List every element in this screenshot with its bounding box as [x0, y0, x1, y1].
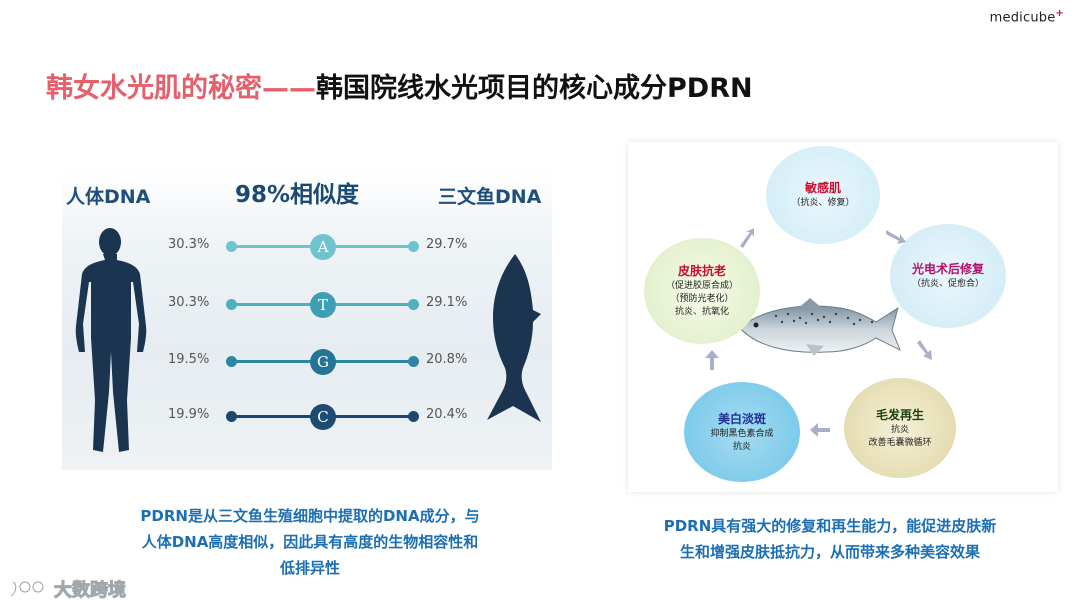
benefit-title: 毛发再生 [875, 407, 924, 422]
benefit-title: 敏感肌 [804, 181, 841, 195]
human-percentage: 19.5% [168, 352, 210, 367]
cycle-arrow-icon [705, 350, 719, 370]
nucleotide-row: 19.5% G 20.8% [168, 349, 468, 375]
page-title: 韩女水光肌的秘密——韩国院线水光项目的核心成分PDRN [46, 66, 753, 105]
brand-logo: medicube+ [989, 8, 1064, 26]
human-percentage: 19.9% [168, 407, 210, 422]
benefit-title: 皮肤抗老 [677, 264, 726, 278]
salmon-dna-label: 三文鱼DNA [438, 186, 542, 208]
human-silhouette-icon [75, 228, 147, 452]
benefit-anti-aging: 皮肤抗老 （促进胶原合成） （预防光老化） 抗炎、抗氧化 [644, 238, 760, 344]
dna-caption: PDRN是从三文鱼生殖细胞中提取的DNA成分，与 人体DNA高度相似，因此具有高… [90, 503, 530, 581]
watermark: 大数跨境 [8, 576, 127, 602]
connector-dot [408, 411, 419, 422]
human-dna-label: 人体DNA [66, 186, 151, 208]
salmon-silhouette-icon [487, 254, 541, 422]
salmon-percentage: 20.4% [426, 407, 468, 422]
benefits-caption-line: 生和增强皮肤抵抗力，从而带来多种美容效果 [679, 543, 980, 561]
benefit-desc: 抑制黑色素合成 [710, 428, 774, 439]
benefits-caption-line: PDRN具有强大的修复和再生能力，能促进皮肤新 [663, 517, 997, 535]
benefits-panel: 敏感肌 （抗炎、修复） 光电术后修复 （抗炎、促愈合） 毛发再生 抗炎 改善毛囊… [628, 142, 1058, 492]
nucleotide-row: 30.3% T 29.1% [168, 292, 468, 318]
title-main: 韩国院线水光项目的核心成分PDRN [316, 73, 753, 104]
benefit-desc: 抗炎 [732, 441, 751, 452]
connector-dot [226, 299, 237, 310]
title-highlight: 韩女水光肌的秘密—— [46, 73, 316, 104]
dna-caption-line: PDRN是从三文鱼生殖细胞中提取的DNA成分，与 [140, 507, 480, 525]
nucleotide-base-badge: C [310, 404, 336, 430]
benefit-whitening: 美白淡斑 抑制黑色素合成 抗炎 [684, 382, 800, 482]
benefit-desc: 改善毛囊微循环 [868, 437, 932, 448]
benefit-title: 光电术后修复 [911, 262, 984, 276]
similarity-label: 98%相似度 [235, 182, 360, 208]
watermark-text: 大数跨境 [54, 580, 127, 602]
dna-caption-line: 人体DNA高度相似，因此具有高度的生物相容性和 [141, 533, 479, 551]
nucleotide-row: 30.3% A 29.7% [168, 234, 468, 260]
connector-dot [226, 241, 237, 252]
dna-comparison-panel: 人体DNA 98%相似度 三文鱼DNA 30.3% A 29.7% 30.3% T 29.… [62, 170, 552, 470]
nucleotide-base-badge: A [310, 234, 336, 260]
benefit-desc: （促进胶原合成） [665, 281, 738, 291]
benefit-desc: 抗炎、抗氧化 [674, 307, 729, 317]
nucleotide-base-badge: G [310, 349, 336, 375]
salmon-percentage: 29.1% [426, 295, 468, 310]
connector-dot [226, 411, 237, 422]
connector-dot [408, 299, 419, 310]
benefit-sensitive-skin: 敏感肌 （抗炎、修复） [766, 146, 880, 244]
watermark-logo-icon [10, 581, 44, 597]
benefit-desc: （抗炎、促愈合） [911, 279, 984, 289]
benefit-title: 美白淡斑 [717, 411, 766, 426]
benefit-desc: （抗炎、修复） [791, 198, 855, 208]
salmon-percentage: 29.7% [426, 237, 468, 252]
cycle-arrow-icon [886, 230, 906, 244]
benefit-desc: （预防光老化） [670, 294, 734, 304]
human-percentage: 30.3% [168, 237, 210, 252]
cycle-arrow-icon [810, 423, 830, 437]
benefit-desc: 抗炎 [890, 424, 909, 435]
nucleotide-base-badge: T [310, 292, 336, 318]
connector-dot [408, 241, 419, 252]
benefits-caption: PDRN具有强大的修复和再生能力，能促进皮肤新 生和增强皮肤抵抗力，从而带来多种… [620, 513, 1040, 565]
salmon-illustration [739, 298, 901, 356]
salmon-percentage: 20.8% [426, 352, 468, 367]
nucleotide-row: 19.9% C 20.4% [168, 404, 468, 430]
cycle-arrow-icon [740, 228, 754, 248]
human-percentage: 30.3% [168, 295, 210, 310]
benefit-post-laser-repair: 光电术后修复 （抗炎、促愈合） [890, 224, 1006, 328]
dna-caption-line: 低排异性 [279, 559, 340, 577]
benefit-hair-regrowth: 毛发再生 抗炎 改善毛囊微循环 [844, 378, 956, 478]
connector-dot [226, 356, 237, 367]
cycle-arrow-icon [917, 340, 932, 360]
connector-dot [408, 356, 419, 367]
